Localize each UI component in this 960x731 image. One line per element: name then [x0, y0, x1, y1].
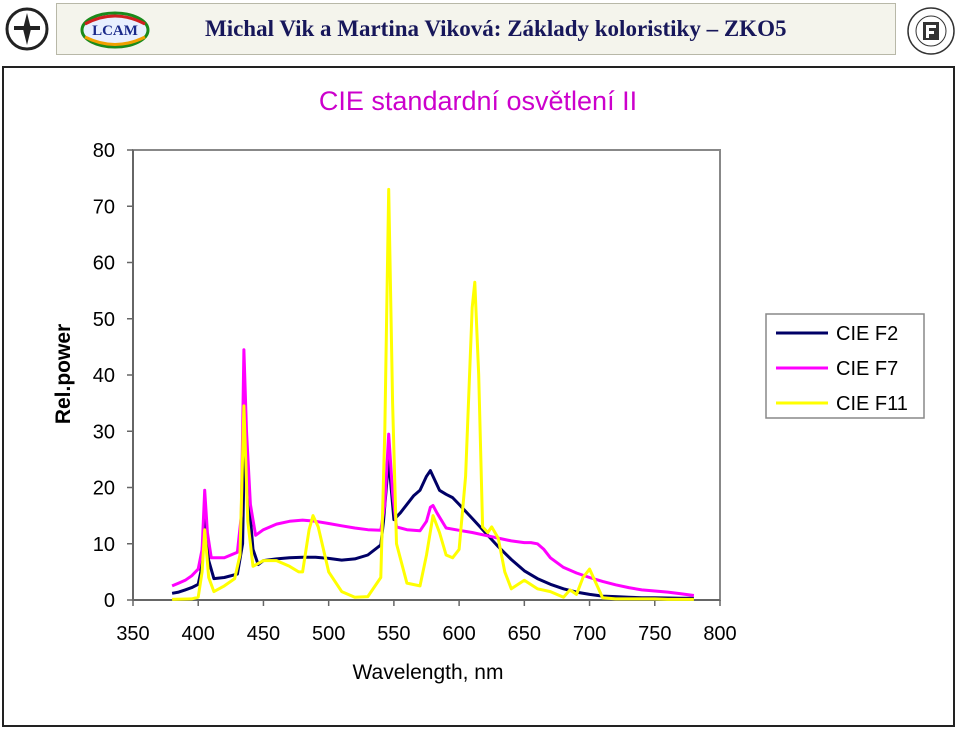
x-tick-label: 350 — [116, 623, 149, 645]
series-lines — [171, 187, 695, 601]
faculty-seal-icon — [907, 7, 955, 55]
legend: CIE F2 CIE F7 CIE F11 — [765, 313, 925, 419]
x-tick-label: 650 — [508, 623, 541, 645]
x-tick-label: 450 — [247, 623, 280, 645]
y-tick-label: 40 — [93, 365, 115, 387]
x-tick-label: 750 — [638, 623, 671, 645]
plot-area — [132, 149, 721, 601]
chart-title: CIE standardní osvětlení II — [319, 86, 637, 116]
y-tick-label: 30 — [93, 421, 115, 443]
y-tick-label: 10 — [93, 534, 115, 556]
lcam-logo: LCAM — [80, 11, 150, 49]
legend-label: CIE F7 — [836, 358, 898, 380]
y-axis-ticks: 0 10 20 30 40 50 60 70 80 — [93, 140, 133, 612]
x-tick-label: 550 — [377, 623, 410, 645]
page-title: Michal Vik a Martina Viková: Základy kol… — [205, 16, 787, 41]
y-tick-label: 20 — [93, 478, 115, 500]
y-tick-label: 0 — [104, 590, 115, 612]
header-title-box: LCAM Michal Vik a Martina Viková: Základ… — [56, 3, 896, 55]
x-tick-label: 700 — [573, 623, 606, 645]
y-axis-label: Rel.power — [52, 324, 75, 424]
y-tick-label: 80 — [93, 140, 115, 162]
x-tick-label: 500 — [312, 623, 345, 645]
legend-label: CIE F2 — [836, 323, 898, 345]
university-logo-icon — [5, 7, 49, 51]
y-tick-label: 70 — [93, 196, 115, 218]
legend-label: CIE F11 — [836, 393, 908, 415]
x-tick-label: 600 — [442, 623, 475, 645]
lcam-logo-text: LCAM — [92, 23, 138, 39]
header-bar: LCAM Michal Vik a Martina Viková: Základ… — [0, 0, 960, 64]
x-tick-label: 800 — [703, 623, 736, 645]
y-tick-label: 60 — [93, 253, 115, 275]
series-line-cie-f11 — [172, 187, 694, 601]
plot-background — [132, 149, 721, 601]
y-tick-label: 50 — [93, 309, 115, 331]
x-tick-label: 400 — [182, 623, 215, 645]
x-axis-ticks: 350 400 450 500 550 600 650 700 750 800 — [116, 600, 737, 645]
legend-box — [765, 313, 925, 419]
x-axis-label: Wavelength, nm — [353, 661, 504, 684]
